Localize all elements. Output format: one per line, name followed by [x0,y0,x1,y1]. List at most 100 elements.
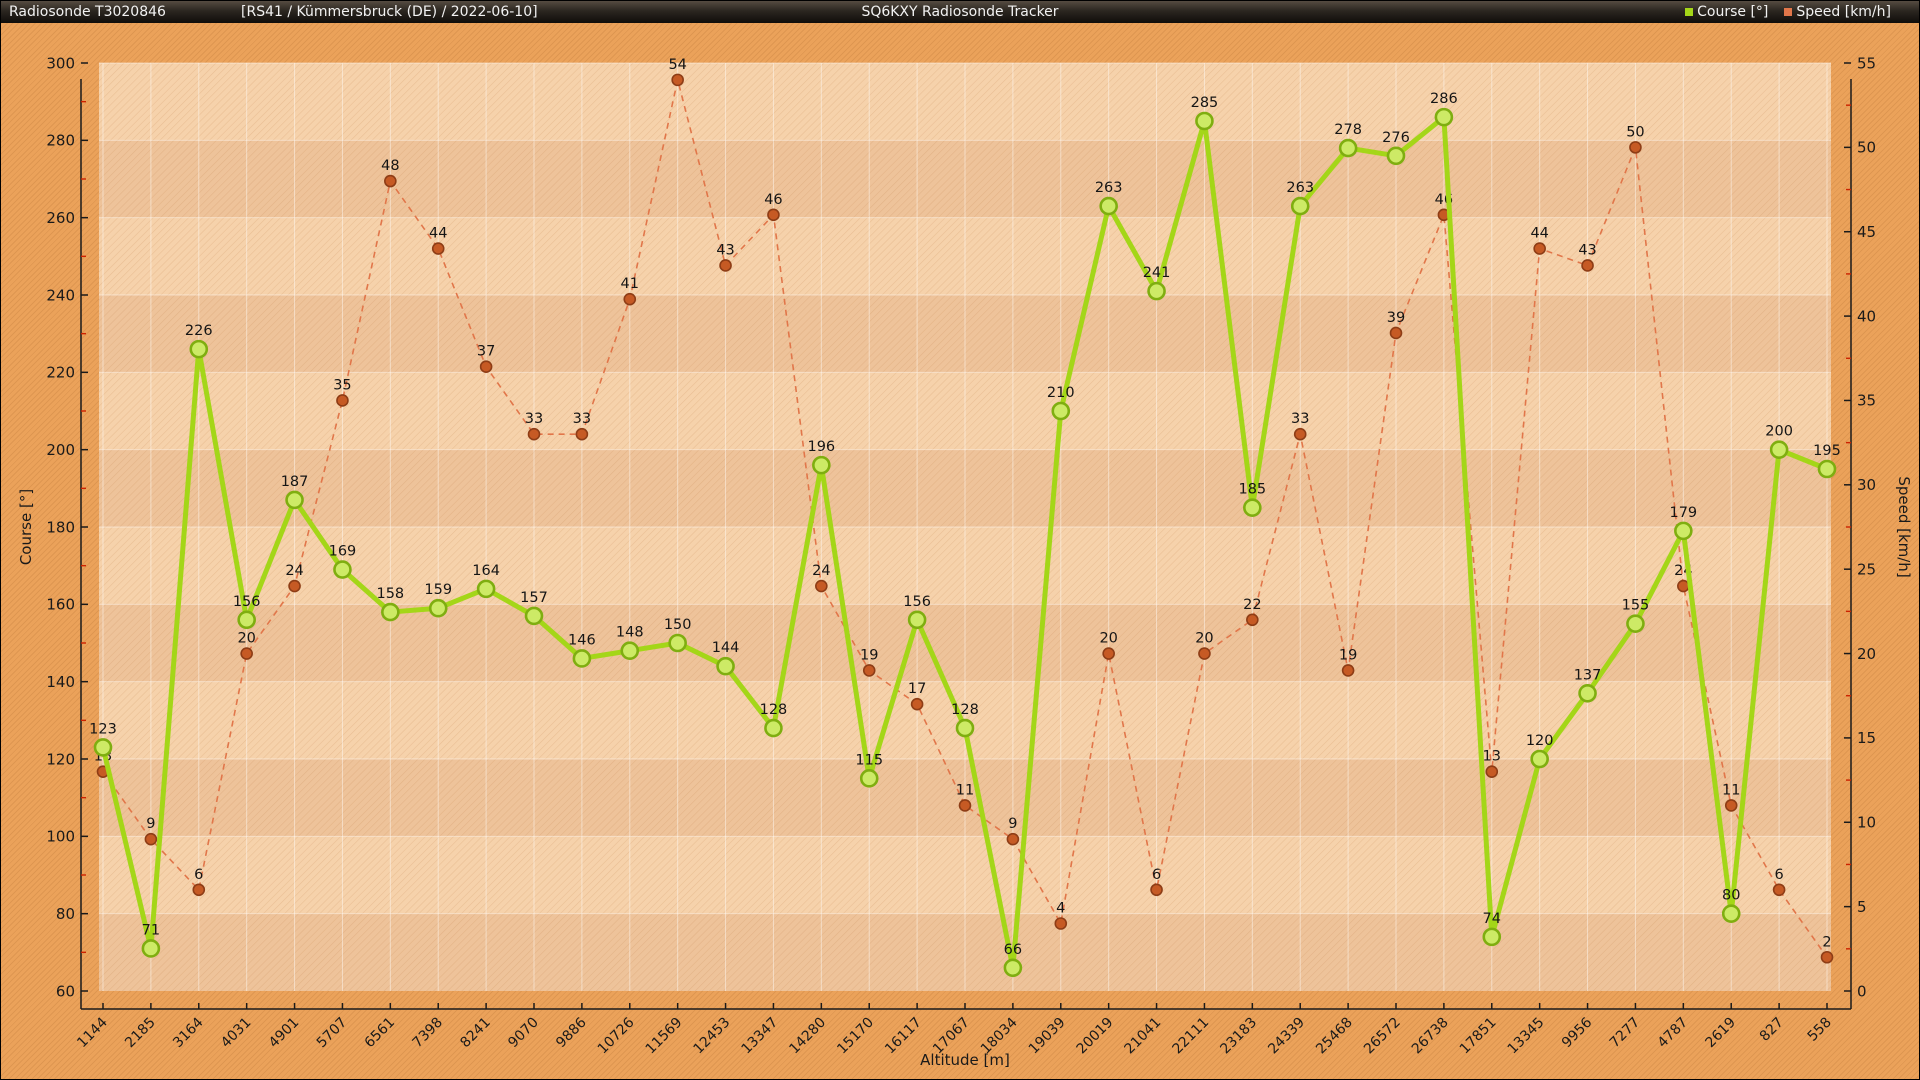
right-axis-title: Speed [km/h] [1895,476,1913,577]
x-axis-tick-label: 4787 [1655,1015,1692,1052]
speed-value-label: 9 [146,816,155,832]
left-axis-tick-label: 100 [46,828,75,846]
speed-point [767,208,780,222]
course-value-label: 158 [376,586,404,602]
speed-point [384,174,397,188]
course-point [907,610,927,630]
x-axis-tick-label: 827 [1757,1015,1787,1045]
course-value-label: 128 [951,702,979,718]
speed-point [1677,579,1690,593]
course-value-label: 196 [807,439,835,455]
course-point [189,339,209,359]
course-point [141,939,161,958]
x-axis-tick-label: 9956 [1559,1014,1596,1051]
speed-point [1389,326,1403,340]
course-point [955,718,975,738]
left-axis-tick-label: 200 [46,441,75,459]
speed-point [144,832,158,846]
x-axis-tick-label: 22111 [1169,1015,1212,1058]
speed-value-label: 39 [1387,310,1405,326]
course-point [668,633,687,653]
course-value-label: 263 [1095,180,1123,196]
left-axis-title: Course [°] [17,489,35,565]
speed-value-label: 9 [1008,816,1017,832]
x-axis-tick-label: 21041 [1122,1015,1165,1058]
course-value-label: 74 [1483,911,1501,927]
app-title: Radiosonde T3020846 [9,4,166,20]
speed-value-label: 33 [525,411,543,427]
x-axis-tick-label: 2185 [122,1015,159,1052]
x-axis-tick-label: 558 [1805,1015,1835,1045]
speed-point [719,259,732,272]
course-value-label: 156 [903,594,931,610]
right-axis-tick-label: 30 [1857,476,1876,494]
course-value-label: 128 [760,702,788,718]
course-point [572,649,592,668]
course-point [1721,904,1741,923]
course-point [1530,749,1549,769]
x-axis-tick-label: 19039 [1026,1015,1069,1058]
speed-point [1198,647,1211,660]
speed-point [1150,883,1163,897]
left-axis-tick-label: 220 [46,364,75,382]
speed-point [1006,832,1020,846]
course-value-label: 285 [1191,95,1219,111]
course-point [764,718,783,738]
speed-value-label: 44 [1530,226,1548,242]
plot-hatch-overlay [99,63,1831,991]
course-point [237,610,256,630]
left-axis-tick-label: 180 [46,518,75,536]
course-value-label: 241 [1143,265,1171,281]
course-point [93,738,113,757]
speed-point [1341,664,1355,677]
course-value-label: 66 [1004,942,1022,958]
speed-point [862,664,876,677]
right-axis-tick-label: 10 [1857,814,1876,832]
speed-value-label: 17 [908,681,926,697]
speed-value-label: 11 [956,782,974,798]
chart-canvas: 6080100120140160180200220240260280300051… [17,54,1913,1069]
speed-value-label: 41 [621,276,639,292]
speed-value-label: 33 [573,411,591,427]
speed-point [815,579,828,593]
course-value-label: 146 [568,632,596,648]
speed-value-label: 6 [194,867,203,883]
course-value-label: 200 [1765,424,1793,440]
speed-value-label: 19 [1339,647,1357,663]
speed-value-label: 35 [333,377,351,393]
speed-point [336,394,349,407]
speed-value-label: 37 [477,344,495,360]
course-value-label: 150 [664,617,692,633]
speed-value-label: 20 [1099,631,1117,647]
legend-course-label: Course [°] [1697,4,1769,20]
speed-value-label: 54 [668,57,686,73]
x-axis-tick-label: 13345 [1505,1015,1548,1058]
right-axis-tick-label: 25 [1857,560,1876,578]
course-point [1769,440,1789,459]
course-value-label: 80 [1722,888,1740,904]
x-axis-tick-label: 7277 [1607,1015,1644,1052]
x-axis-tick-label: 23183 [1217,1015,1260,1058]
speed-point [431,242,445,255]
speed-point [240,647,253,660]
course-value-label: 187 [281,474,309,490]
course-point [1626,614,1645,633]
course-value-label: 157 [520,590,548,606]
speed-point [575,427,589,441]
course-point [1386,146,1406,166]
course-value-label: 115 [855,752,883,768]
course-point [1674,521,1693,541]
left-axis-tick-label: 140 [46,673,75,691]
course-point [1147,281,1166,301]
speed-point [671,73,684,87]
x-axis-tick-label: 5707 [314,1015,351,1052]
course-point [285,490,304,510]
speed-legend-swatch [1784,8,1793,16]
speed-value-label: 6 [1774,867,1783,883]
speed-point [288,579,301,593]
left-axis-tick-label: 240 [46,286,75,304]
speed-value-label: 2 [1822,934,1831,950]
course-point [1003,958,1023,978]
